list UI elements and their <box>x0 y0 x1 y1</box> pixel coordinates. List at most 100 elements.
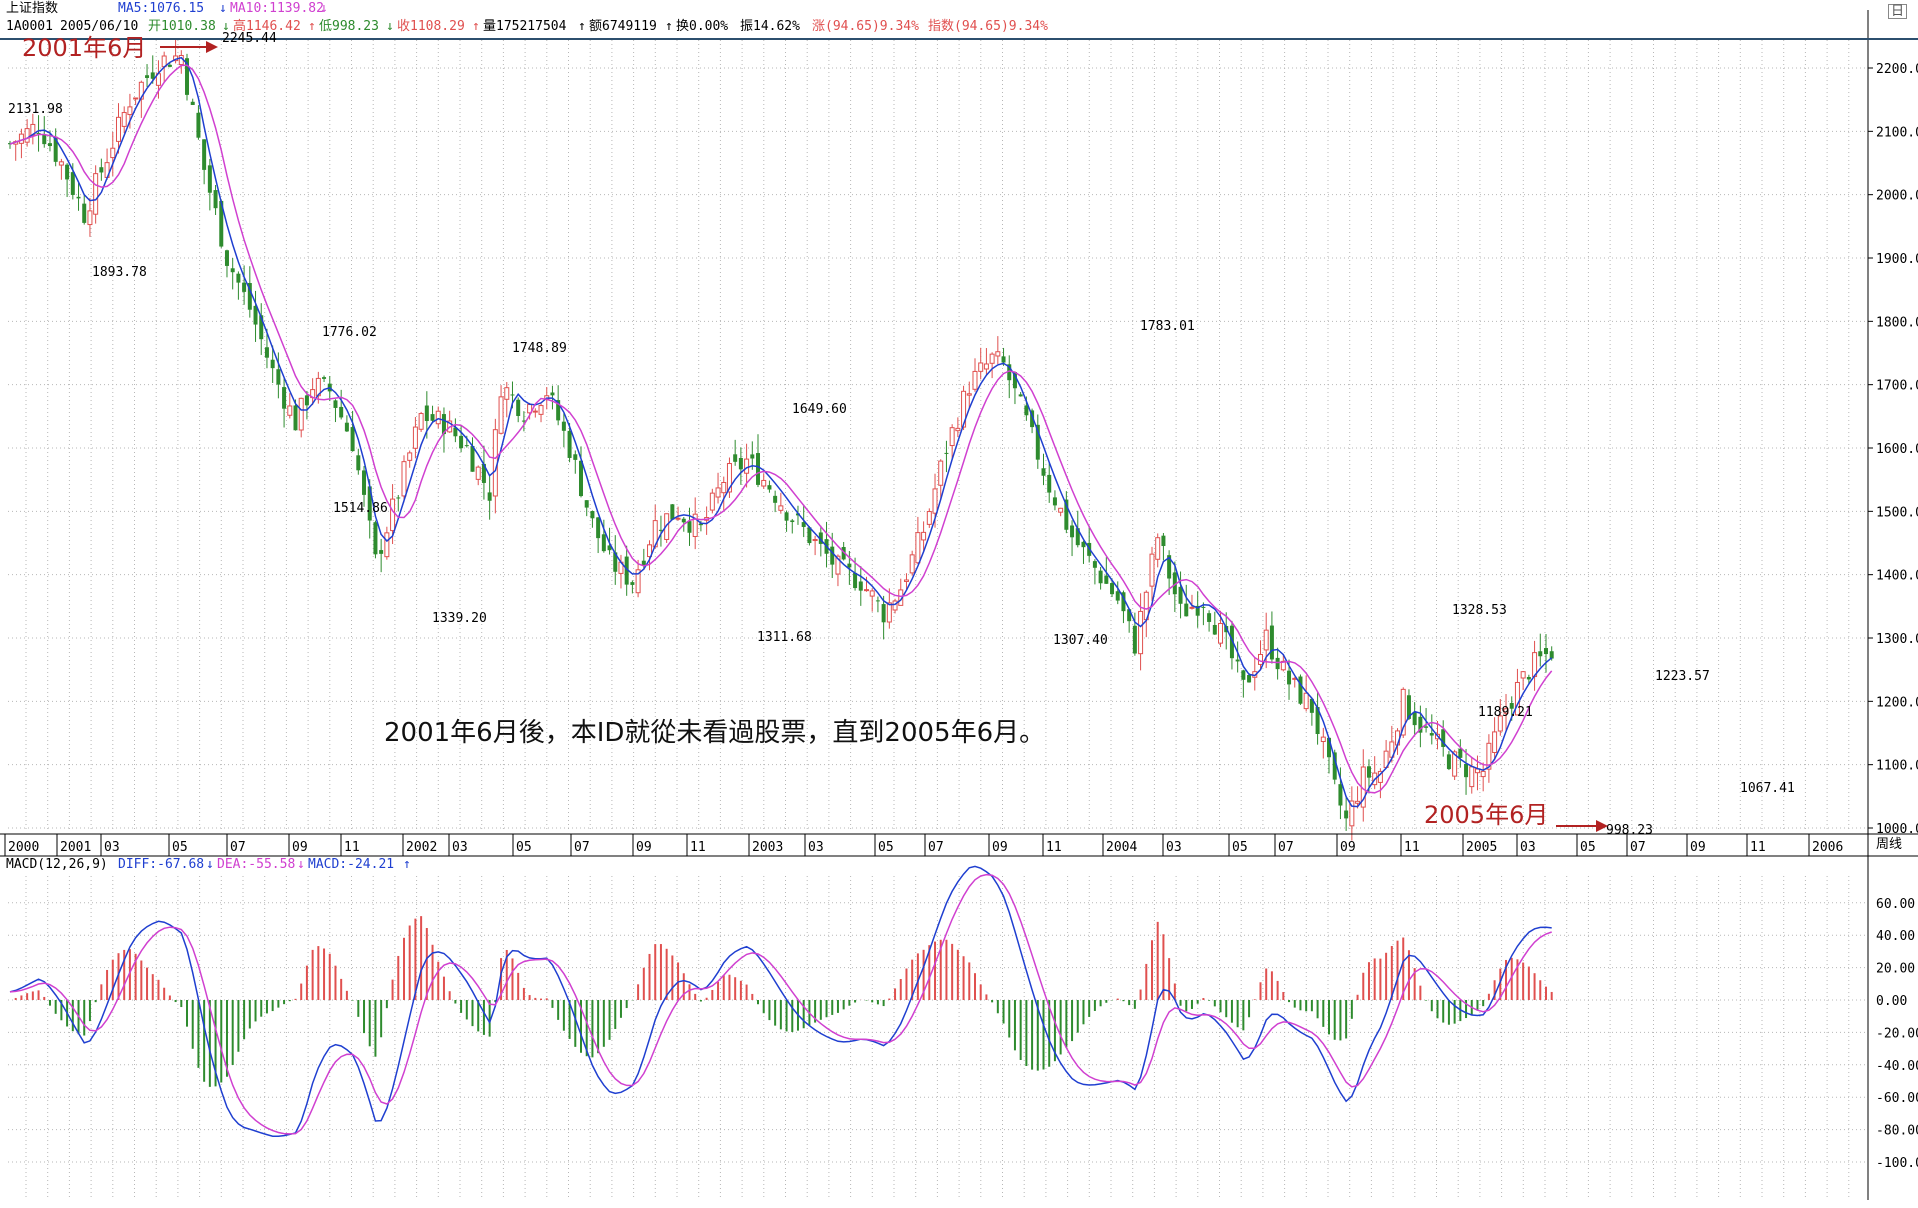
candle-body-up <box>138 81 144 100</box>
candle-body-down <box>224 250 229 266</box>
candle-body-down <box>613 552 618 572</box>
candle-body-down <box>459 435 464 449</box>
candle-body-down <box>853 572 858 589</box>
candle-body-down <box>1309 698 1314 713</box>
annotation-start: 2001年6月 <box>22 34 147 62</box>
candle-body-down <box>1207 613 1212 622</box>
price-extreme-label: 1783.01 <box>1140 319 1195 334</box>
price-labels: 2245.44 2131.98 1893.78 1776.02 1514.86 1748.… <box>8 31 1795 838</box>
candle-body-down <box>630 582 635 585</box>
candle-body-up <box>1058 507 1064 513</box>
candle-body-down <box>1446 754 1451 770</box>
candle-body-down <box>1132 625 1137 654</box>
candle-body-down <box>145 75 150 78</box>
candle-body-down <box>1075 528 1080 546</box>
candle-body-up <box>1320 736 1326 743</box>
candle-body-down <box>1047 474 1052 493</box>
price-extreme-label: 1328.53 <box>1452 603 1507 618</box>
candle-body-down <box>213 190 218 209</box>
date-label: 03 <box>808 840 824 855</box>
candle-body-down <box>1429 733 1434 736</box>
candle-body-down <box>185 58 190 95</box>
price-extreme-label: 1223.57 <box>1655 669 1710 684</box>
candle-body-down <box>733 454 738 462</box>
candle-body-down <box>567 430 572 458</box>
dea-readout: DEA:-55.58 <box>217 857 296 872</box>
candle-body-down <box>362 470 367 495</box>
candle-body-down <box>1298 676 1303 704</box>
candle-body-up <box>715 487 721 498</box>
candle-body-down <box>1052 497 1057 506</box>
candle-body-down <box>1332 752 1337 780</box>
candle-body-down <box>1064 499 1069 530</box>
candle-body-up <box>1492 731 1498 754</box>
candle-body-up <box>983 363 989 370</box>
price-extreme-label: 1339.20 <box>432 611 487 626</box>
candle-body-down <box>1167 555 1172 579</box>
candle-body-down <box>1269 625 1274 660</box>
date-label: 2006 <box>1812 840 1843 855</box>
annotation-end: 2005年6月 <box>1424 801 1549 829</box>
candle-body-up <box>1355 800 1361 804</box>
candle-body-down <box>470 446 475 472</box>
macd-up-icon: ↑ <box>403 857 411 872</box>
price-extreme-label: 1514.86 <box>333 501 388 516</box>
candle-body-down <box>750 454 755 459</box>
candle-body-down <box>841 547 846 560</box>
candle-body-down <box>196 112 201 138</box>
low-readout: 低998.23 <box>319 19 379 34</box>
diff-readout: DIFF:-67.68 <box>118 857 205 872</box>
price-tick-label: 2100.0 <box>1876 125 1918 140</box>
candle-body-down <box>1287 670 1292 685</box>
candle-body-down <box>847 563 852 568</box>
grid <box>8 40 1868 1200</box>
candle-body-down <box>1018 394 1023 397</box>
candle-body-up <box>384 532 390 558</box>
candle-body-up <box>1303 692 1309 710</box>
candle-body-up <box>24 128 30 143</box>
candle-body-up <box>778 505 784 511</box>
diff-line <box>9 865 1552 1138</box>
candle-body-down <box>344 422 349 432</box>
candle-body-down <box>253 305 258 325</box>
period-label[interactable]: 周线 <box>1876 837 1903 852</box>
candle-body-up <box>133 97 139 100</box>
candle-body-down <box>738 457 743 470</box>
candle-body-down <box>259 315 264 340</box>
date-label: 05 <box>516 840 532 855</box>
candle-body-up <box>647 544 653 558</box>
annotations <box>160 41 1608 832</box>
restore-button[interactable]: 日 <box>1888 4 1908 19</box>
candle-body-up <box>1138 610 1144 655</box>
candle-body-down <box>875 600 880 602</box>
candle-body-down <box>264 347 269 358</box>
candle-body-down <box>550 392 555 396</box>
macd-tick-label: -40.00 <box>1876 1059 1918 1074</box>
candle-body-down <box>167 64 172 67</box>
candle-body-up <box>93 173 99 215</box>
candle-body-up <box>115 116 121 142</box>
candle-body-up <box>721 482 727 494</box>
date-label: 03 <box>104 840 120 855</box>
candle-body-down <box>790 520 795 523</box>
candle-body-up <box>886 602 892 623</box>
date-label: 11 <box>1750 840 1766 855</box>
candle-body-up <box>1469 766 1475 788</box>
candle-body-down <box>510 394 515 396</box>
candle-body-up <box>949 427 955 447</box>
candle-body-up <box>498 396 504 434</box>
candle-body-up <box>926 511 932 525</box>
ma5-readout: MA5:1076.15 <box>118 1 205 16</box>
candle-body-down <box>1412 712 1417 726</box>
macd-tick-label: 60.00 <box>1876 897 1915 912</box>
candle-body-up <box>1520 671 1526 679</box>
candle-body-up <box>915 532 921 564</box>
candle-body-up <box>978 362 984 372</box>
candle-body-down <box>607 545 612 551</box>
candle-body-down <box>1212 624 1217 635</box>
candle-body-up <box>692 513 698 537</box>
price-tick-label: 1700.0 <box>1876 379 1918 394</box>
amount-up-icon: ↑ <box>665 19 673 34</box>
